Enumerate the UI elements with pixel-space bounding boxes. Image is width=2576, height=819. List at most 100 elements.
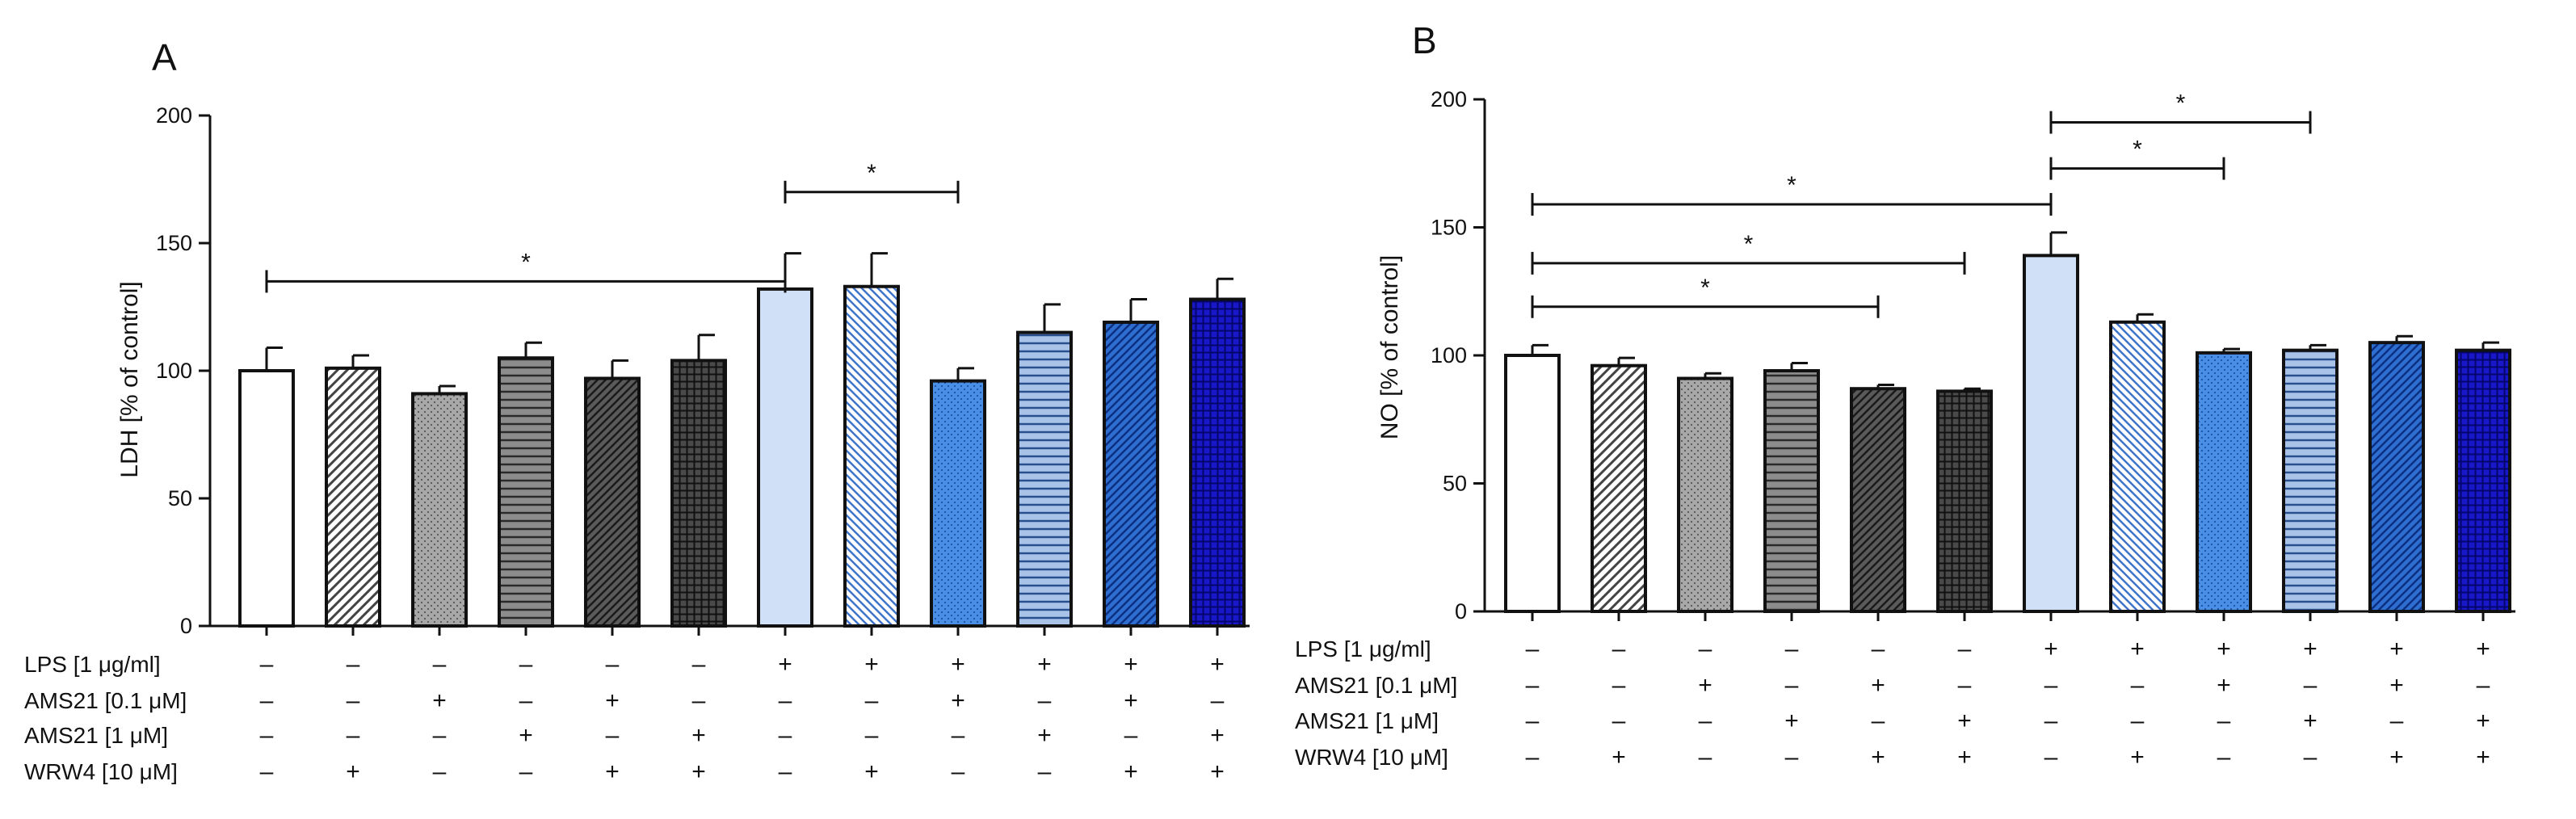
condition-symbol: – — [1038, 758, 1052, 785]
condition-symbol: + — [1037, 651, 1052, 678]
significance-star: * — [1700, 275, 1710, 301]
bar — [930, 379, 986, 628]
condition-row-label: LPS [1 μg/ml] — [1295, 636, 1431, 662]
condition-symbol: – — [865, 722, 879, 749]
condition-symbol: – — [1958, 636, 1972, 662]
condition-symbol: + — [2303, 636, 2318, 662]
condition-symbol: – — [433, 651, 447, 678]
y-tick-label: 200 — [156, 103, 192, 128]
condition-symbol: + — [1210, 758, 1225, 785]
condition-symbol: + — [951, 651, 965, 678]
condition-symbol: + — [1698, 672, 1712, 699]
bar — [238, 369, 295, 628]
condition-symbol: – — [347, 651, 360, 678]
condition-symbol: – — [2217, 744, 2231, 771]
condition-symbol: – — [779, 687, 792, 714]
condition-symbol: + — [2476, 636, 2490, 662]
condition-symbol: – — [2131, 708, 2145, 734]
condition-symbol: + — [519, 722, 533, 749]
condition-symbol: + — [2130, 636, 2145, 662]
condition-symbol: – — [433, 722, 447, 749]
condition-symbol: + — [1612, 744, 1626, 771]
condition-symbol: + — [864, 651, 879, 678]
condition-symbol: – — [1526, 744, 1540, 771]
bar — [843, 284, 900, 628]
bar — [1189, 297, 1246, 628]
panel-b-y-axis: 0 50 100 150 200 — [1431, 87, 2515, 624]
condition-symbol: + — [951, 687, 965, 714]
condition-symbol: – — [1785, 672, 1799, 699]
condition-symbol: – — [606, 722, 620, 749]
panel-a-y-axis: 0 50 100 150 200 — [156, 103, 1250, 638]
bar — [325, 366, 381, 628]
panel-b-significance-brackets: * * * * * — [1531, 90, 2312, 318]
condition-symbol: – — [2304, 744, 2318, 771]
condition-symbol: – — [1699, 636, 1712, 662]
condition-symbol: + — [1871, 672, 1885, 699]
condition-symbol: – — [1526, 708, 1540, 734]
condition-row-label: WRW4 [10 μM] — [24, 759, 178, 784]
condition-symbol: – — [1612, 636, 1626, 662]
bar — [2455, 348, 2511, 613]
significance-bracket: * — [1531, 275, 1880, 318]
bar — [670, 359, 727, 628]
panel-b-y-axis-label: NO [% of control] — [1376, 255, 1403, 439]
condition-symbol: – — [1699, 708, 1712, 734]
y-tick-label: 50 — [1443, 472, 1467, 496]
condition-symbol: – — [1612, 672, 1626, 699]
condition-symbol: + — [1124, 758, 1138, 785]
condition-symbol: – — [692, 687, 706, 714]
condition-symbol: – — [2044, 672, 2058, 699]
significance-bracket: * — [784, 160, 960, 204]
bar — [2196, 351, 2252, 613]
significance-star: * — [2176, 90, 2186, 117]
condition-symbol: + — [1124, 651, 1138, 678]
condition-row-label: WRW4 [10 μM] — [1295, 745, 1448, 770]
bar — [498, 356, 554, 628]
significance-star: * — [1787, 172, 1796, 199]
y-tick-label: 100 — [156, 359, 192, 383]
bar — [2023, 254, 2079, 613]
y-tick-label: 150 — [156, 231, 192, 255]
condition-symbol: – — [260, 651, 274, 678]
bar — [1850, 387, 1906, 613]
condition-symbol: – — [865, 687, 879, 714]
condition-symbol: – — [519, 758, 533, 785]
condition-symbol: + — [2217, 672, 2231, 699]
bar — [1936, 389, 1993, 613]
y-tick-label: 0 — [180, 614, 192, 638]
condition-symbol: – — [2044, 744, 2058, 771]
significance-bracket: * — [1531, 231, 1966, 275]
panel-b-letter: B — [1412, 19, 1437, 61]
condition-row-label: AMS21 [1 μM] — [1295, 708, 1439, 733]
condition-symbol: – — [1785, 636, 1799, 662]
condition-symbol: – — [952, 722, 965, 749]
panel-b-condition-table: LPS [1 μg/ml] – – – – – – + + + + + + AMS21 [0.1 μM] –… — [1295, 636, 2490, 771]
condition-symbol: – — [2217, 708, 2231, 734]
significance-star: * — [867, 160, 876, 187]
condition-symbol: – — [1124, 722, 1138, 749]
condition-symbol: + — [346, 758, 360, 785]
y-tick-label: 0 — [1455, 599, 1467, 624]
panel-b-bars — [1504, 231, 2511, 621]
condition-symbol: + — [432, 687, 447, 714]
panel-a-y-axis-label: LDH [% of control] — [116, 281, 143, 477]
panel-a-significance-brackets: ** — [265, 160, 960, 293]
condition-symbol: + — [1957, 744, 1972, 771]
condition-symbol: + — [2044, 636, 2058, 662]
condition-row-label: LPS [1 μg/ml] — [24, 652, 161, 677]
condition-symbol: – — [260, 722, 274, 749]
condition-symbol: + — [691, 722, 706, 749]
significance-bracket: * — [1531, 172, 2053, 216]
bar — [2282, 348, 2339, 613]
condition-symbol: + — [1871, 744, 1885, 771]
condition-symbol: – — [2131, 672, 2145, 699]
condition-symbol: – — [2477, 672, 2490, 699]
y-tick-label: 100 — [1431, 343, 1467, 368]
panel-a-condition-table: LPS [1 μg/ml] – – – – – – + + + + + + AMS21 [0.1 μM] –… — [24, 651, 1225, 785]
condition-symbol: + — [2476, 708, 2490, 734]
y-tick-label: 50 — [168, 486, 192, 510]
significance-star: * — [1744, 231, 1754, 258]
